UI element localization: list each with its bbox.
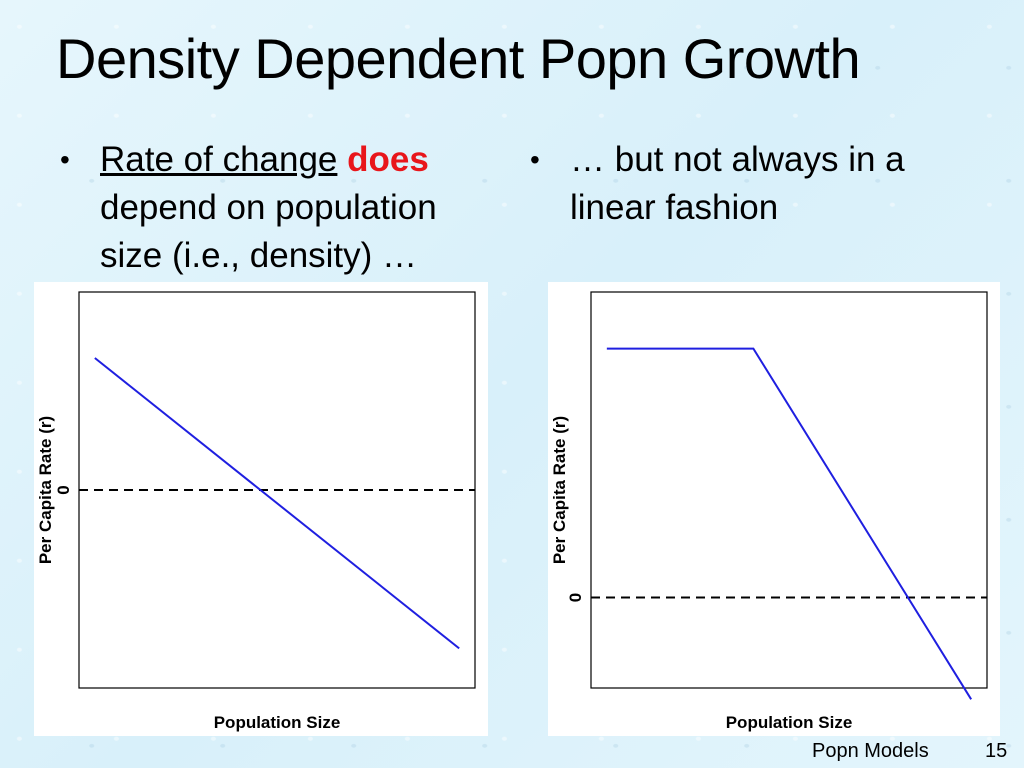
page-number: 15	[985, 740, 1008, 762]
plot-frame	[590, 291, 988, 689]
x-axis-title: Population Size	[726, 713, 853, 732]
y-tick-label: 0	[566, 593, 585, 602]
bullet-right: • … but not always in a linear fashion	[530, 136, 990, 232]
bullet-rest-text: depend on population size (i.e., density…	[100, 188, 437, 275]
footer-label: Popn Models	[812, 740, 929, 762]
y-tick-label: 0	[54, 485, 73, 494]
bullet-emphasis-text: does	[347, 140, 429, 179]
slide-title: Density Dependent Popn Growth	[56, 27, 861, 90]
bullet-text: … but not always in a linear fashion	[570, 140, 905, 227]
y-axis-title: Per Capita Rate (r)	[550, 416, 569, 564]
bullet-dot: •	[60, 144, 70, 175]
bullet-left: • Rate of change does depend on populati…	[60, 136, 500, 280]
chart-linear: 0 Per Capita Rate (r) Population Size	[34, 282, 488, 736]
y-axis-title: Per Capita Rate (r)	[36, 416, 55, 564]
bullet-dot: •	[530, 144, 540, 175]
x-axis-title: Population Size	[214, 713, 341, 732]
data-series-line	[606, 347, 973, 700]
data-series-line	[94, 357, 460, 650]
chart-nonlinear-svg: 0 Per Capita Rate (r) Population Size	[550, 291, 988, 732]
bullet-underlined-text: Rate of change	[100, 140, 338, 179]
chart-nonlinear: 0 Per Capita Rate (r) Population Size	[548, 282, 1000, 736]
